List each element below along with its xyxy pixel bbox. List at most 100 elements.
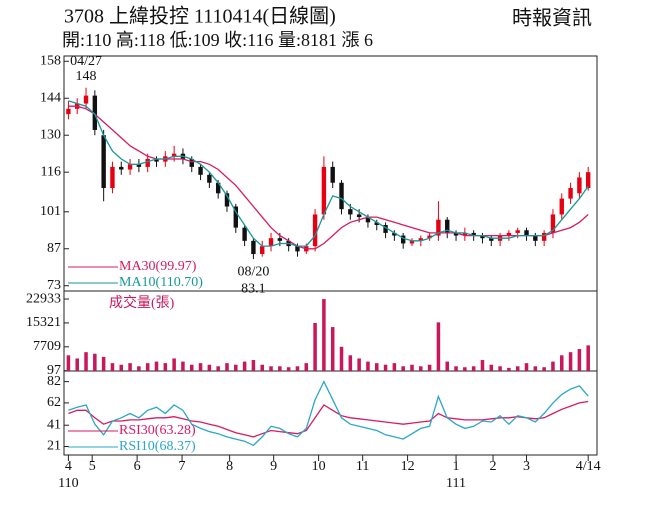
quote-summary: 開:110 高:118 低:109 收:116 量:8181 漲 6 — [62, 30, 373, 50]
candle-body — [119, 166, 124, 170]
volume-bar — [339, 346, 344, 371]
panel-label: 成交量(張) — [109, 294, 175, 311]
volume-bar — [163, 363, 168, 371]
volume-bar — [278, 366, 282, 371]
volume-bar — [515, 366, 520, 371]
volume-bar — [577, 349, 582, 371]
volume-bar — [181, 361, 185, 371]
candle-body — [171, 153, 177, 157]
x-tick-label: 9 — [270, 459, 277, 474]
y-tick-label: 21 — [47, 439, 61, 454]
volume-bar — [471, 366, 476, 371]
volume-bar — [480, 360, 485, 371]
volume-bar — [551, 361, 555, 371]
candle-body — [321, 166, 327, 215]
volume-bar — [225, 363, 229, 371]
candle-body — [489, 238, 494, 241]
volume-bar — [216, 366, 220, 371]
x-tick-label: 2 — [490, 459, 497, 474]
volume-bar — [198, 363, 203, 371]
x-tick-label: 7 — [179, 459, 186, 474]
candle-body — [189, 158, 194, 167]
chart-title: 3708 上緯投控 1110414(日線圖) — [64, 5, 336, 28]
volume-bar — [489, 364, 494, 371]
candle-body — [585, 172, 591, 189]
y-tick-label: 116 — [41, 164, 61, 179]
candle-body — [506, 232, 512, 236]
volume-bar — [313, 322, 317, 371]
volume-bar — [374, 363, 379, 371]
candle-body — [383, 224, 388, 233]
volume-bar — [145, 363, 150, 371]
x-tick-label: 3 — [523, 459, 530, 474]
year-label: 110 — [58, 476, 78, 491]
y-tick-label: 15321 — [26, 315, 61, 330]
candle-body — [154, 158, 159, 162]
volume-bar — [542, 367, 546, 371]
y-tick-label: 7709 — [33, 339, 61, 354]
legend-label: MA30(99.97) — [119, 259, 197, 274]
candle-body — [92, 95, 98, 130]
candle-body — [83, 95, 89, 104]
volume-bar — [207, 364, 212, 371]
series-line — [68, 100, 589, 247]
volume-bar — [392, 363, 397, 371]
candle-body — [330, 166, 335, 183]
candle-body — [436, 219, 441, 236]
candle-body — [533, 235, 538, 241]
candle-body — [365, 217, 371, 223]
candle-body — [400, 235, 406, 244]
candle-body — [577, 177, 582, 194]
volume-bar — [410, 364, 414, 371]
x-tick-label: 5 — [89, 459, 96, 474]
x-tick-label: 12 — [401, 459, 415, 474]
volume-bar — [366, 361, 370, 371]
volume-bar — [507, 367, 511, 371]
candle-body — [445, 219, 450, 233]
y-tick-label: 101 — [40, 204, 61, 219]
candle-body — [312, 214, 318, 247]
volume-bar — [357, 358, 361, 371]
volume-bar — [348, 355, 353, 371]
candle-body — [462, 232, 468, 236]
candle-body — [392, 232, 397, 236]
candle-body — [515, 230, 520, 233]
candle-body — [339, 182, 344, 210]
volume-bar — [568, 352, 573, 371]
candle-body — [550, 214, 556, 233]
candle-body — [268, 238, 274, 247]
series-line — [68, 380, 589, 447]
volume-bar — [66, 355, 71, 371]
candle-body — [233, 206, 238, 228]
candle-body — [374, 222, 379, 225]
candle-body — [480, 235, 485, 239]
candle-body — [66, 108, 71, 115]
volume-bar — [436, 322, 441, 371]
source: 時報資訊 — [512, 7, 592, 30]
candle-body — [409, 240, 415, 244]
volume-bar — [586, 345, 590, 371]
volume-bar — [242, 361, 247, 371]
volume-bar — [383, 364, 388, 371]
year-label: 111 — [446, 476, 466, 491]
volume-bar — [295, 366, 300, 371]
candle-body — [136, 164, 142, 167]
candle-body — [145, 158, 150, 167]
y-tick-label: 158 — [40, 53, 61, 68]
candle-body — [356, 214, 362, 218]
volume-bar — [445, 361, 449, 371]
plot-frame — [63, 55, 598, 456]
volume-bar — [330, 327, 335, 371]
y-tick-label: 87 — [47, 241, 61, 256]
candle-body — [242, 227, 247, 241]
candle-body — [251, 240, 256, 255]
legend-label: MA10(110.70) — [119, 275, 203, 290]
y-tick-label: 144 — [40, 90, 61, 105]
volume-bar — [93, 353, 97, 371]
candle-body — [568, 188, 573, 199]
legend-label: RSI30(63.28) — [119, 423, 196, 438]
candle-body — [101, 135, 106, 189]
volume-bar — [463, 367, 467, 371]
candle-body — [418, 238, 424, 241]
